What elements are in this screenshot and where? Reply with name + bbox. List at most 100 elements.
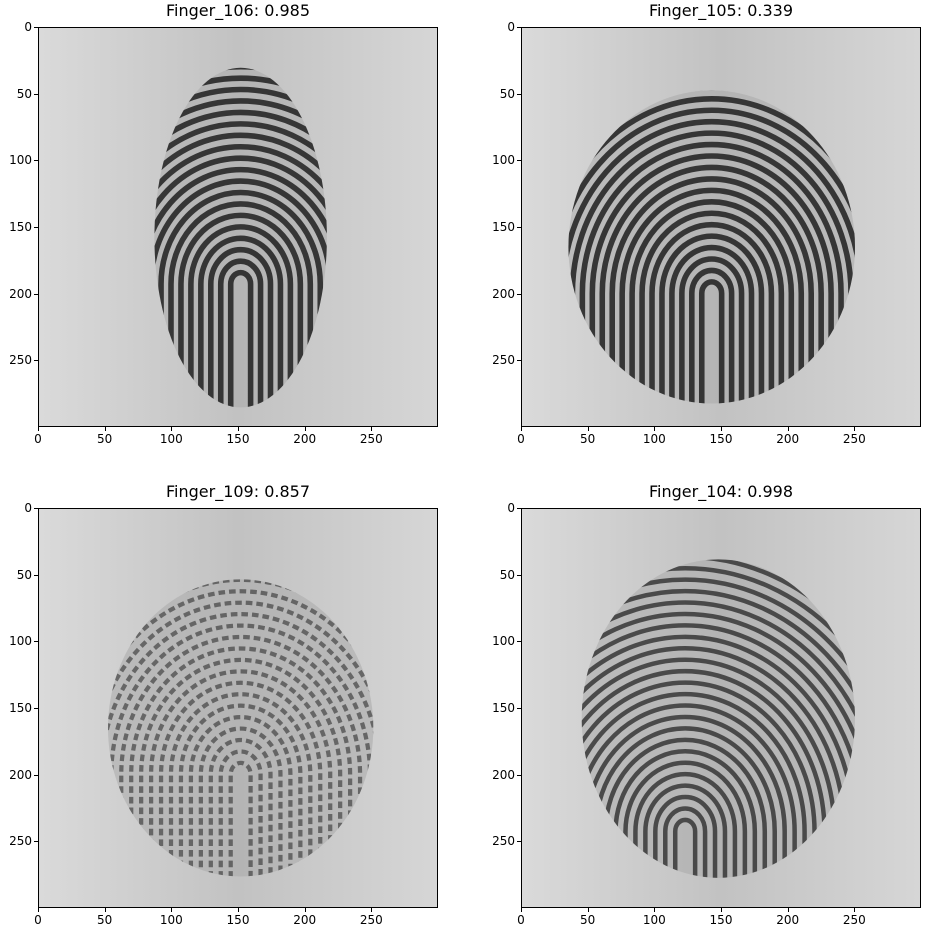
ridge-line: [581, 588, 855, 878]
ridge-line: [568, 107, 855, 404]
ridge-line: [609, 176, 814, 404]
x-tick-label: 50: [580, 913, 596, 927]
x-tick-label: 50: [97, 913, 113, 927]
ridge-line: [158, 189, 324, 408]
x-tick-label: 100: [642, 913, 666, 927]
y-tick-label: 200: [9, 767, 32, 782]
ridge-line: [228, 760, 253, 877]
ridge-line: [154, 178, 327, 408]
y-tick-mark: [34, 774, 38, 776]
y-tick-mark: [517, 293, 521, 295]
y-tick-mark: [517, 641, 521, 643]
ridge-line: [639, 210, 785, 404]
y-tick-label: 250: [492, 834, 515, 849]
y-tick-label: 0: [507, 20, 515, 34]
y-tick-mark: [517, 841, 521, 843]
y-tick-label: 100: [492, 634, 515, 649]
y-tick-label: 150: [9, 701, 32, 715]
x-tick-mark: [787, 908, 789, 912]
fingerprint-image: [521, 27, 921, 427]
x-tick-mark: [104, 908, 106, 912]
y-tick-label: 250: [492, 353, 515, 368]
x-tick-mark: [721, 427, 722, 431]
ridge-line: [154, 121, 327, 408]
x-tick-label: 50: [580, 432, 596, 446]
y-tick-mark: [517, 160, 521, 162]
x-tick-label: 250: [842, 432, 866, 446]
x-tick-label: 150: [226, 432, 250, 446]
ridge-lines: [154, 67, 327, 408]
x-tick-mark: [654, 908, 656, 912]
y-tick-mark: [34, 841, 38, 843]
ridge-line: [581, 611, 855, 878]
ridge-line: [613, 749, 758, 878]
fingerprint-graphic: [39, 509, 437, 907]
x-tick-mark: [38, 427, 39, 431]
x-tick-label: 50: [97, 432, 113, 446]
ridge-line: [581, 646, 847, 878]
x-tick-mark: [371, 908, 373, 912]
ridge-line: [583, 714, 787, 878]
y-tick-mark: [517, 508, 521, 509]
ridge-line: [188, 224, 294, 408]
ridge-line: [619, 187, 805, 404]
y-tick-label: 150: [492, 701, 515, 715]
panel-finger-105: Finger_105: 0.339 0 50 100 150 200 250 0 50 100 1…: [492, 1, 921, 446]
y-tick-mark: [34, 93, 38, 95]
ridge-line: [109, 623, 373, 877]
x-tick-label: 0: [34, 913, 42, 927]
fingerprint-graphic: [522, 509, 920, 907]
fingerprint-image: [38, 27, 438, 427]
y-tick-mark: [34, 641, 38, 643]
x-tick-mark: [587, 427, 589, 431]
ridge-line: [154, 109, 327, 408]
y-tick-mark: [34, 160, 38, 162]
ridge-line: [669, 244, 755, 404]
ridge-line: [672, 817, 698, 878]
x-tick-label: 100: [159, 913, 183, 927]
ridge-lines: [581, 559, 855, 878]
x-tick-label: 250: [359, 432, 383, 446]
ridge-line: [593, 726, 777, 878]
x-tick-label: 200: [776, 913, 800, 927]
ridge-line: [581, 657, 837, 878]
panel-title: Finger_105: 0.339: [648, 1, 794, 20]
ridge-line: [581, 565, 855, 878]
y-tick-label: 100: [492, 153, 515, 168]
y-tick-mark: [34, 293, 38, 295]
x-tick-label: 150: [226, 913, 250, 927]
y-tick-label: 0: [24, 20, 32, 34]
ridge-line: [698, 279, 725, 404]
fingerprint-graphic: [39, 28, 437, 426]
ridge-line: [581, 691, 807, 878]
ridge-line: [154, 144, 327, 408]
x-tick-mark: [371, 427, 373, 431]
panel-title: Finger_106: 0.985: [165, 1, 311, 20]
y-tick-mark: [517, 574, 521, 576]
ridge-line: [599, 164, 824, 404]
y-tick-label: 50: [16, 86, 32, 101]
ridge-line: [581, 600, 855, 878]
x-tick-mark: [238, 908, 239, 912]
ridge-line: [139, 657, 343, 877]
ridge-line: [119, 634, 363, 877]
x-tick-mark: [238, 427, 239, 431]
ridge-line: [581, 577, 855, 878]
ridge-line: [154, 86, 327, 408]
fingerprint-graphic: [522, 28, 920, 426]
ridge-line: [154, 132, 327, 408]
x-tick-label: 0: [517, 913, 525, 927]
x-tick-mark: [38, 908, 39, 912]
x-tick-label: 250: [359, 913, 383, 927]
y-tick-mark: [517, 93, 521, 95]
y-tick-mark: [34, 708, 38, 709]
ridge-line: [629, 199, 795, 404]
x-tick-mark: [521, 427, 522, 431]
x-tick-mark: [521, 908, 522, 912]
ridge-line: [198, 726, 283, 877]
y-tick-label: 50: [499, 567, 515, 582]
ridge-line: [154, 75, 327, 408]
x-tick-mark: [854, 908, 856, 912]
x-tick-label: 200: [776, 432, 800, 446]
x-tick-mark: [171, 427, 173, 431]
